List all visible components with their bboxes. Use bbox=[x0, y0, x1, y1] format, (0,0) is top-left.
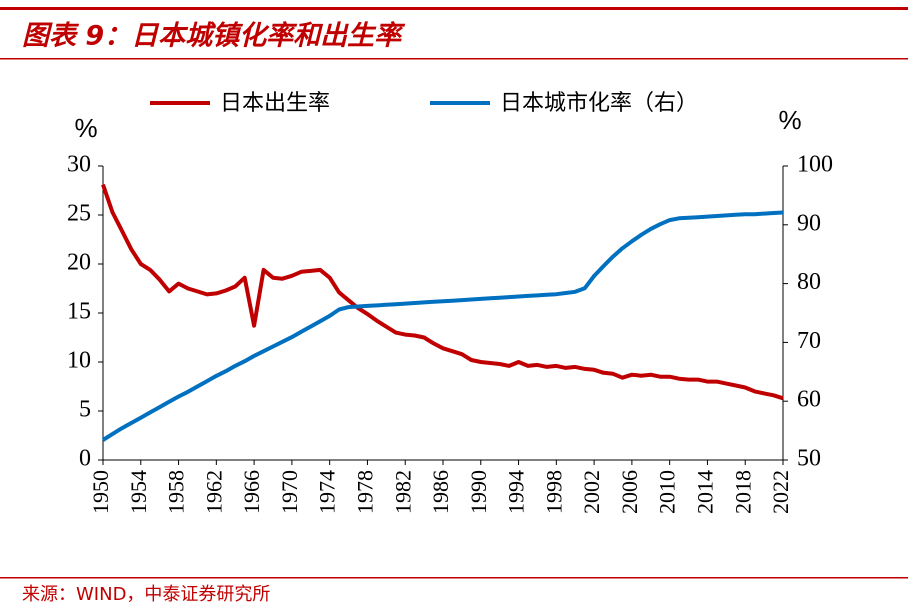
y2-tick-label: 90 bbox=[797, 210, 821, 236]
legend-label: 日本出生率 bbox=[220, 91, 330, 116]
x-tick-label: 2014 bbox=[692, 470, 717, 514]
y2-tick-label: 70 bbox=[797, 328, 821, 354]
y2-tick-label: 100 bbox=[797, 152, 833, 178]
y-tick-label: 5 bbox=[79, 397, 91, 423]
x-tick-label: 1974 bbox=[315, 470, 340, 514]
y2-label: % bbox=[778, 105, 801, 135]
x-tick-label: 1954 bbox=[126, 470, 151, 514]
y-label: % bbox=[74, 113, 97, 143]
x-tick-label: 2010 bbox=[655, 470, 680, 514]
x-tick-label: 1958 bbox=[164, 470, 189, 514]
x-tick-label: 1998 bbox=[541, 470, 566, 514]
y-tick-label: 20 bbox=[67, 250, 91, 276]
x-tick-label: 2022 bbox=[768, 470, 793, 514]
top-rule bbox=[0, 7, 908, 10]
x-tick-label: 1990 bbox=[466, 470, 491, 514]
source: 来源：WIND，中泰证券研究所 bbox=[22, 584, 270, 605]
series-line bbox=[101, 183, 784, 401]
x-tick-label: 1950 bbox=[88, 470, 113, 514]
x-tick-label: 1986 bbox=[428, 470, 453, 514]
y-tick-label: 10 bbox=[67, 348, 91, 374]
x-tick-label: 2018 bbox=[730, 470, 755, 514]
title-rule bbox=[0, 58, 908, 60]
x-tick-label: 1966 bbox=[239, 470, 264, 514]
x-tick-label: 1994 bbox=[504, 470, 529, 514]
y-tick-label: 0 bbox=[79, 446, 91, 472]
y-tick-label: 15 bbox=[67, 299, 91, 325]
title: 图表 9：日本城镇化率和出生率 bbox=[22, 21, 406, 52]
y2-tick-label: 60 bbox=[797, 387, 821, 413]
x-tick-label: 1970 bbox=[277, 470, 302, 514]
series-line bbox=[101, 210, 784, 442]
x-tick-label: 1962 bbox=[201, 470, 226, 514]
x-tick-label: 1982 bbox=[390, 470, 415, 514]
y-tick-label: 30 bbox=[67, 152, 91, 178]
x-tick-label: 2002 bbox=[579, 470, 604, 514]
y2-tick-label: 50 bbox=[797, 446, 821, 472]
y2-tick-label: 80 bbox=[797, 269, 821, 295]
bottom-rule bbox=[0, 577, 908, 579]
y-tick-label: 25 bbox=[67, 201, 91, 227]
x-tick-label: 1978 bbox=[352, 470, 377, 514]
x-tick-label: 2006 bbox=[617, 470, 642, 514]
legend-label: 日本城市化率（右） bbox=[500, 91, 698, 116]
